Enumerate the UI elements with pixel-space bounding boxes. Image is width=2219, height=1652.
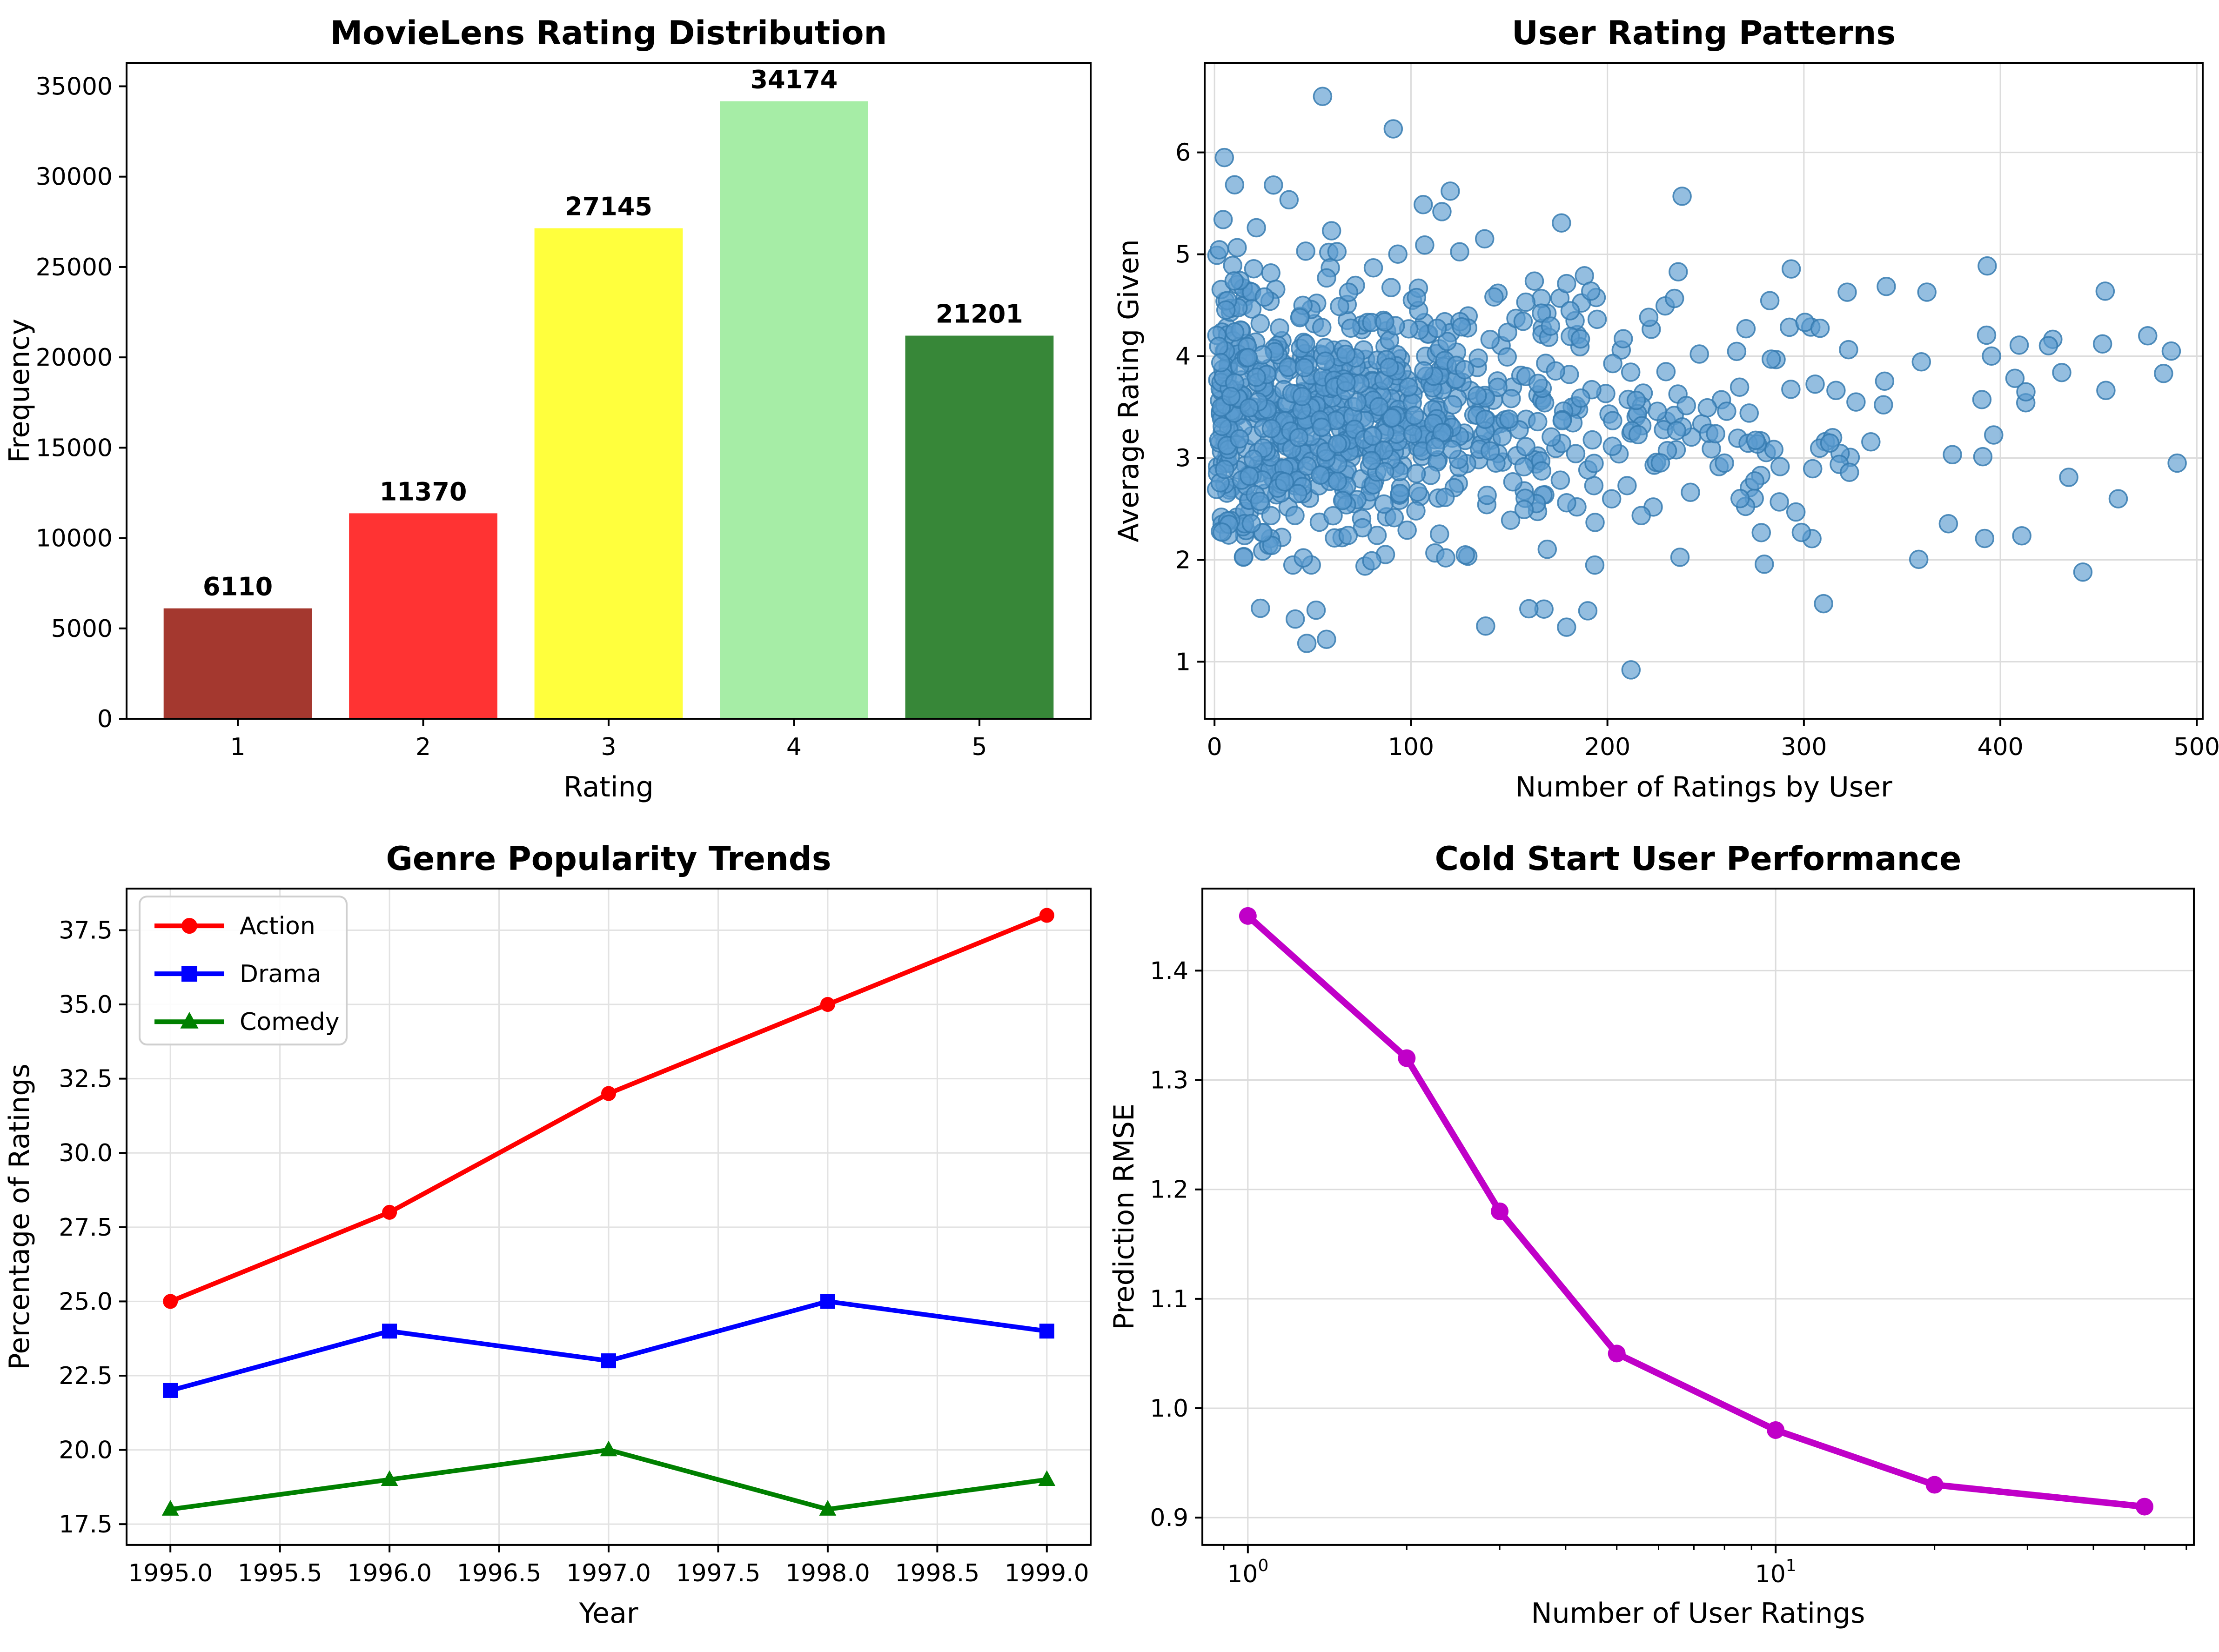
svg-text:1.2: 1.2 <box>1150 1176 1188 1204</box>
svg-text:2: 2 <box>416 733 431 761</box>
svg-text:5: 5 <box>972 733 987 761</box>
svg-text:400: 400 <box>1977 733 2023 761</box>
bar-chart-plot: 6110 11370 27145 34174 21201 0 5000 10000 15000 2… <box>36 62 1092 761</box>
svg-text:1: 1 <box>1175 648 1191 676</box>
scatter-plot: 1 2 3 4 5 6 0 100 200 300 400 500 <box>1175 62 2219 761</box>
svg-text:4: 4 <box>1175 343 1191 371</box>
svg-text:0.9: 0.9 <box>1150 1504 1188 1532</box>
svg-text:5000: 5000 <box>51 615 113 643</box>
svg-text:1.4: 1.4 <box>1150 957 1188 985</box>
y-axis-label: Average Rating Given <box>1113 239 1145 542</box>
svg-text:1995.0: 1995.0 <box>128 1559 213 1587</box>
line-chart-svg: 17.5 20.0 22.5 25.0 27.5 30.0 32.5 35.0 37.5 1995… <box>3 840 1092 1630</box>
svg-text:2: 2 <box>1175 546 1191 574</box>
svg-text:27.5: 27.5 <box>59 1214 113 1242</box>
svg-text:200: 200 <box>1584 733 1630 761</box>
svg-text:1: 1 <box>230 733 246 761</box>
svg-text:4: 4 <box>786 733 802 761</box>
svg-text:25000: 25000 <box>36 254 113 281</box>
legend-label-action: Action <box>240 912 315 940</box>
svg-text:5: 5 <box>1175 241 1191 269</box>
svg-text:1997.0: 1997.0 <box>566 1559 651 1587</box>
svg-text:22.5: 22.5 <box>59 1362 113 1390</box>
bar-value-label: 6110 <box>203 572 273 602</box>
line-chart-plot: 17.5 20.0 22.5 25.0 27.5 30.0 32.5 35.0 37.5 1995… <box>59 888 1092 1587</box>
log-tick-label: 100 <box>1227 1556 1268 1588</box>
scatter-chart-svg: 1 2 3 4 5 6 0 100 200 300 400 500 User Rating Patte… <box>1113 14 2219 803</box>
svg-text:17.5: 17.5 <box>59 1511 113 1538</box>
bar-chart-svg: 6110 11370 27145 34174 21201 0 5000 10000 15000 2… <box>3 14 1092 803</box>
svg-text:500: 500 <box>2174 733 2219 761</box>
bar-value-label: 34174 <box>751 65 838 94</box>
chart-title: MovieLens Rating Distribution <box>330 14 887 52</box>
panel-genre-popularity: 17.5 20.0 22.5 25.0 27.5 30.0 32.5 35.0 37.5 1995… <box>0 826 1109 1652</box>
bar-value-label: 27145 <box>565 192 652 221</box>
svg-text:10000: 10000 <box>36 525 113 553</box>
x-axis-label: Rating <box>563 771 653 803</box>
svg-text:0: 0 <box>1207 733 1222 761</box>
chart-title: Cold Start User Performance <box>1435 840 1962 878</box>
svg-text:1.1: 1.1 <box>1150 1285 1188 1313</box>
svg-text:1995.5: 1995.5 <box>238 1559 322 1587</box>
chart-title: Genre Popularity Trends <box>386 840 831 878</box>
panel-rating-distribution: 6110 11370 27145 34174 21201 0 5000 10000 15000 2… <box>0 0 1109 826</box>
svg-text:1998.5: 1998.5 <box>895 1559 979 1587</box>
svg-text:37.5: 37.5 <box>59 916 113 944</box>
svg-text:20.0: 20.0 <box>59 1437 113 1465</box>
panel-cold-start-performance: 0.9 1.0 1.1 1.2 1.3 1.4 100 101 Cold Start User… <box>1109 826 2219 1652</box>
svg-text:3: 3 <box>1175 445 1191 473</box>
bar-value-label: 21201 <box>936 299 1023 328</box>
chart-title: User Rating Patterns <box>1512 14 1896 52</box>
legend: Action Drama Comedy <box>139 896 348 1046</box>
legend-label-comedy: Comedy <box>240 1008 340 1036</box>
svg-text:0: 0 <box>97 705 113 733</box>
x-axis-label: Number of Ratings by User <box>1515 771 1892 803</box>
svg-text:30000: 30000 <box>36 163 113 191</box>
bar-value-label: 11370 <box>380 477 467 506</box>
svg-text:1996.0: 1996.0 <box>347 1559 432 1587</box>
svg-text:1.0: 1.0 <box>1150 1395 1188 1423</box>
y-axis-label: Percentage of Ratings <box>3 1063 36 1370</box>
svg-text:300: 300 <box>1781 733 1827 761</box>
svg-text:1999.0: 1999.0 <box>1005 1559 1089 1587</box>
svg-text:35000: 35000 <box>36 73 113 100</box>
y-axis-label: Prediction RMSE <box>1109 1104 1140 1330</box>
y-axis-label: Frequency <box>3 319 36 463</box>
svg-text:1996.5: 1996.5 <box>457 1559 542 1587</box>
log-tick-label: 101 <box>1755 1556 1797 1588</box>
x-axis-label: Year <box>579 1597 638 1630</box>
svg-text:1.3: 1.3 <box>1150 1067 1188 1095</box>
svg-text:100: 100 <box>1388 733 1434 761</box>
svg-text:1998.0: 1998.0 <box>785 1559 870 1587</box>
svg-text:35.0: 35.0 <box>59 991 113 1019</box>
svg-text:25.0: 25.0 <box>59 1288 113 1316</box>
svg-text:15000: 15000 <box>36 434 113 462</box>
svg-text:32.5: 32.5 <box>59 1065 113 1093</box>
logline-chart-svg: 0.9 1.0 1.1 1.2 1.3 1.4 100 101 Cold Start User… <box>1109 840 2195 1630</box>
svg-text:20000: 20000 <box>36 344 113 372</box>
x-axis-label: Number of User Ratings <box>1531 1597 1865 1630</box>
svg-text:30.0: 30.0 <box>59 1139 113 1167</box>
svg-text:6: 6 <box>1175 139 1191 167</box>
panel-user-rating-patterns: 1 2 3 4 5 6 0 100 200 300 400 500 User Rating Patte… <box>1109 0 2219 826</box>
logline-chart-plot: 0.9 1.0 1.1 1.2 1.3 1.4 100 101 <box>1150 888 2195 1588</box>
legend-label-drama: Drama <box>240 960 322 988</box>
svg-text:1997.5: 1997.5 <box>676 1559 761 1587</box>
svg-text:3: 3 <box>601 733 616 761</box>
